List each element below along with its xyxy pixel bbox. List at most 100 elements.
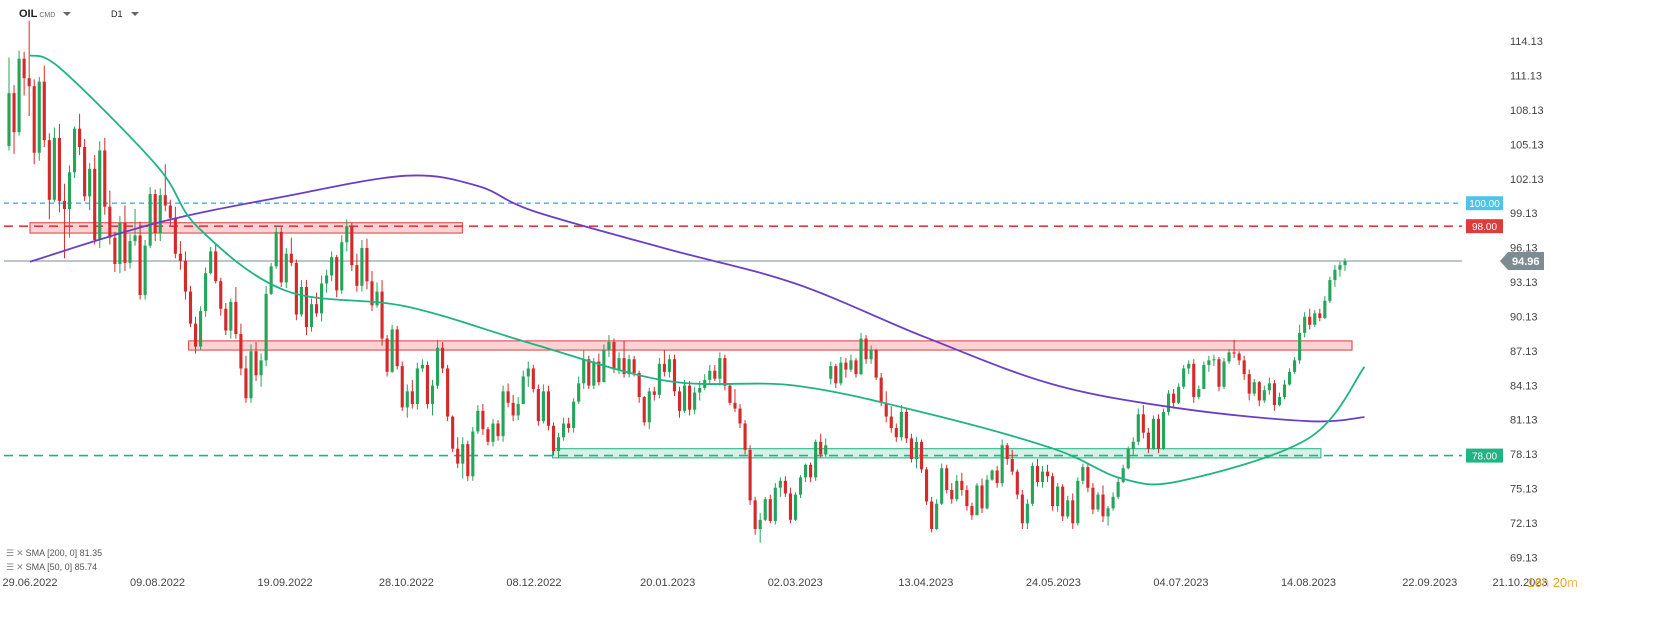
candle[interactable] [12, 93, 16, 133]
candle[interactable] [123, 222, 127, 263]
candle[interactable] [1061, 486, 1065, 517]
candle[interactable] [1308, 316, 1312, 325]
candle[interactable] [385, 338, 389, 372]
candle[interactable] [546, 391, 551, 426]
candle[interactable] [133, 235, 137, 242]
candle[interactable] [330, 257, 334, 276]
candle[interactable] [541, 391, 545, 422]
candle[interactable] [183, 260, 188, 292]
candle[interactable] [798, 477, 803, 495]
candle[interactable] [980, 485, 984, 509]
candle[interactable] [163, 195, 167, 206]
candle[interactable] [405, 391, 409, 408]
candle[interactable] [854, 360, 858, 375]
candle[interactable] [259, 360, 263, 376]
candle[interactable] [899, 412, 903, 438]
candle[interactable] [234, 301, 238, 334]
candle[interactable] [52, 137, 56, 200]
candle[interactable] [637, 373, 641, 398]
candle[interactable] [22, 58, 26, 79]
candle[interactable] [1000, 445, 1004, 484]
candle[interactable] [72, 128, 77, 173]
candle[interactable] [990, 470, 994, 480]
resistance-zone[interactable] [29, 222, 463, 234]
candle[interactable] [118, 222, 122, 265]
candle[interactable] [1161, 412, 1166, 449]
candle[interactable] [672, 359, 677, 392]
candle[interactable] [284, 253, 288, 283]
candle[interactable] [667, 359, 672, 372]
candle[interactable] [950, 490, 954, 500]
candle[interactable] [360, 247, 364, 286]
candle[interactable] [995, 470, 999, 484]
candle[interactable] [869, 350, 873, 360]
candle[interactable] [1247, 374, 1251, 394]
candle[interactable] [294, 262, 298, 315]
candle[interactable] [592, 361, 596, 386]
candle[interactable] [264, 293, 268, 361]
candle[interactable] [773, 487, 777, 521]
candle[interactable] [435, 347, 440, 386]
candle[interactable] [193, 323, 198, 347]
candle[interactable] [335, 257, 339, 291]
candle[interactable] [37, 81, 41, 153]
candle[interactable] [1166, 393, 1171, 412]
candle[interactable] [188, 291, 193, 324]
candle[interactable] [713, 370, 717, 379]
candle[interactable] [1217, 359, 1221, 387]
candle[interactable] [904, 412, 908, 439]
candle[interactable] [788, 493, 792, 520]
candle[interactable] [1131, 441, 1135, 449]
candle[interactable] [1025, 503, 1029, 524]
candle[interactable] [345, 226, 349, 243]
candle[interactable] [481, 410, 485, 430]
candle[interactable] [1076, 480, 1080, 524]
candle[interactable] [909, 438, 913, 460]
candle[interactable] [410, 391, 414, 404]
candle[interactable] [47, 140, 51, 200]
candle[interactable] [1293, 360, 1297, 372]
candle[interactable] [17, 58, 21, 133]
candle[interactable] [531, 368, 535, 390]
candle[interactable] [128, 241, 132, 263]
candle[interactable] [461, 444, 465, 464]
candle[interactable] [516, 403, 520, 416]
candle[interactable] [1020, 494, 1024, 524]
candle[interactable] [143, 245, 147, 295]
candle[interactable] [627, 359, 631, 375]
candle[interactable] [219, 281, 223, 309]
settings-icon[interactable]: ☰ [6, 562, 15, 572]
candle[interactable] [1126, 448, 1130, 469]
candle[interactable] [824, 445, 828, 455]
candle[interactable] [395, 329, 399, 367]
candle[interactable] [662, 363, 666, 372]
candle[interactable] [1005, 445, 1009, 460]
candle[interactable] [289, 253, 293, 263]
candle[interactable] [98, 150, 102, 240]
candle[interactable] [1252, 382, 1256, 394]
candle[interactable] [809, 464, 813, 478]
candle[interactable] [390, 329, 394, 372]
candle[interactable] [309, 304, 314, 328]
candle[interactable] [970, 506, 974, 516]
candle[interactable] [1086, 467, 1090, 488]
candle[interactable] [894, 428, 898, 438]
candle[interactable] [1232, 352, 1236, 354]
support-zone[interactable] [552, 448, 1322, 459]
candle[interactable] [733, 402, 737, 409]
candle[interactable] [884, 402, 888, 417]
candle[interactable] [617, 358, 621, 370]
candle[interactable] [1096, 494, 1100, 510]
candle[interactable] [199, 311, 203, 347]
candle[interactable] [572, 401, 576, 429]
candle[interactable] [1272, 383, 1276, 406]
candle[interactable] [521, 376, 525, 404]
candle[interactable] [582, 359, 586, 384]
candle[interactable] [919, 441, 924, 470]
candle[interactable] [1045, 471, 1050, 477]
candle[interactable] [758, 519, 762, 529]
candle[interactable] [612, 342, 616, 370]
candle[interactable] [204, 273, 208, 312]
candle[interactable] [622, 358, 626, 375]
